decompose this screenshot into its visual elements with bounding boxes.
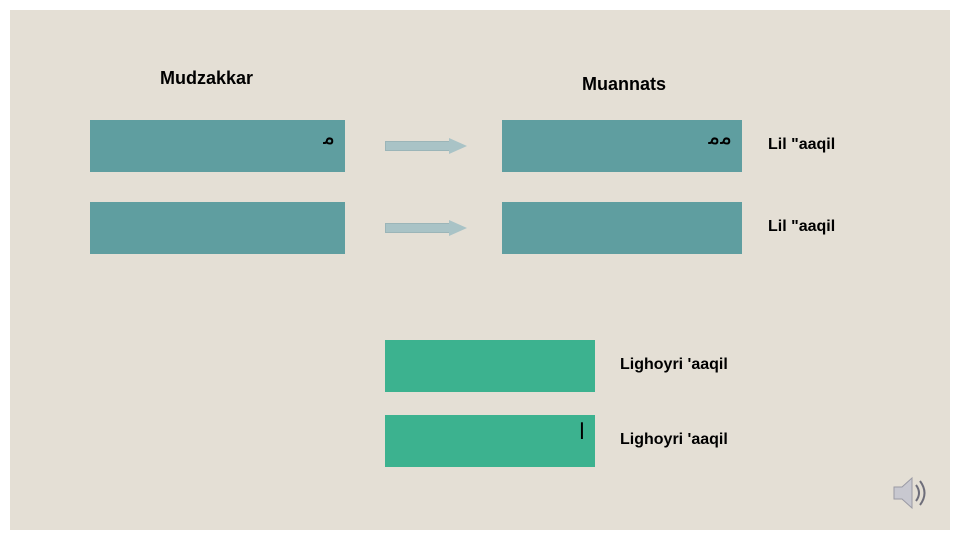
slide: Mudzakkar Muannats ﻣ ﻣﻣ ﺍ Lil "aaqil Lil… (0, 0, 960, 540)
arrow-row-2-body (385, 223, 451, 233)
label-lighoyri-2: Lighoyri 'aaqil (620, 431, 728, 449)
arrow-row-2-head (449, 220, 467, 236)
arrow-row-1 (385, 138, 467, 154)
box-lighoyri-1 (385, 340, 595, 392)
arrow-row-1-head (449, 138, 467, 154)
box-mudzakkar-2 (90, 202, 345, 254)
speaker-icon[interactable] (892, 475, 932, 516)
arrow-row-2 (385, 220, 467, 236)
heading-mudzakkar: Mudzakkar (160, 68, 253, 89)
box-mudzakkar-1: ﻣ (90, 120, 345, 172)
label-lighoyri-1: Lighoyri 'aaqil (620, 356, 728, 374)
arrow-row-1-body (385, 141, 451, 151)
label-lil-aaqil-1: Lil "aaqil (768, 136, 835, 154)
heading-muannats: Muannats (582, 74, 666, 95)
box-muannats-1-text: ﻣﻣ (708, 124, 732, 150)
label-lil-aaqil-2: Lil "aaqil (768, 218, 835, 236)
box-lighoyri-2: ﺍ (385, 415, 595, 467)
box-muannats-2 (502, 202, 742, 254)
box-muannats-1: ﻣﻣ (502, 120, 742, 172)
box-lighoyri-2-text: ﺍ (579, 419, 585, 445)
box-mudzakkar-1-text: ﻣ (323, 124, 335, 150)
